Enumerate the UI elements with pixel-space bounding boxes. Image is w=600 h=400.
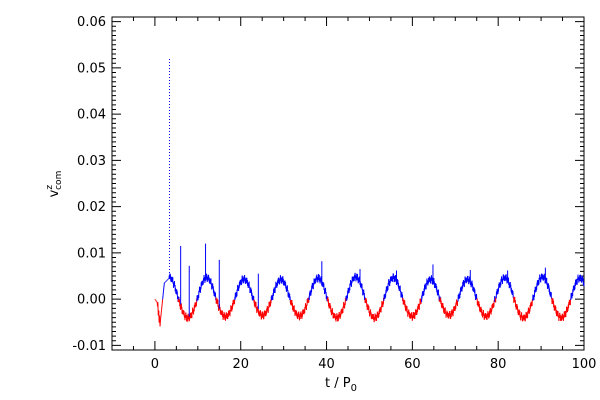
y-tick-label: 0.02	[77, 200, 106, 215]
y-axis-title-main: v	[47, 189, 62, 197]
y-axis-title: vzcom	[45, 171, 64, 198]
plot-frame	[111, 16, 585, 351]
y-tick-label: 0.05	[77, 61, 106, 76]
y-tick-label: 0.03	[77, 154, 106, 169]
tick-labels: 0 20 40 60 80 100 -0.01 0.00 0.01 0.02 0.03 0.04 0.0…	[72, 15, 596, 372]
y-tick-label: 0.04	[77, 108, 106, 123]
x-tick-label: 20	[232, 357, 249, 372]
data-series	[154, 58, 585, 327]
y-tick-label: 0.01	[77, 246, 106, 261]
x-axis-title: t / P0	[325, 376, 357, 394]
x-tick-label: 0	[151, 357, 159, 372]
y-tick-label: -0.01	[72, 339, 106, 354]
y-tick-label: 0.06	[77, 15, 106, 30]
axis-ticks	[111, 16, 585, 351]
x-axis-title-main: t / P	[325, 376, 351, 391]
y-tick-label: 0.00	[77, 293, 106, 308]
y-axis-title-sub: com	[54, 171, 64, 190]
x-axis-title-sub: 0	[351, 383, 357, 394]
x-tick-label: 40	[318, 357, 335, 372]
x-tick-label: 60	[404, 357, 421, 372]
y-axis-title-sup: z	[45, 185, 55, 190]
x-tick-label: 80	[490, 357, 507, 372]
x-tick-label: 100	[572, 357, 597, 372]
